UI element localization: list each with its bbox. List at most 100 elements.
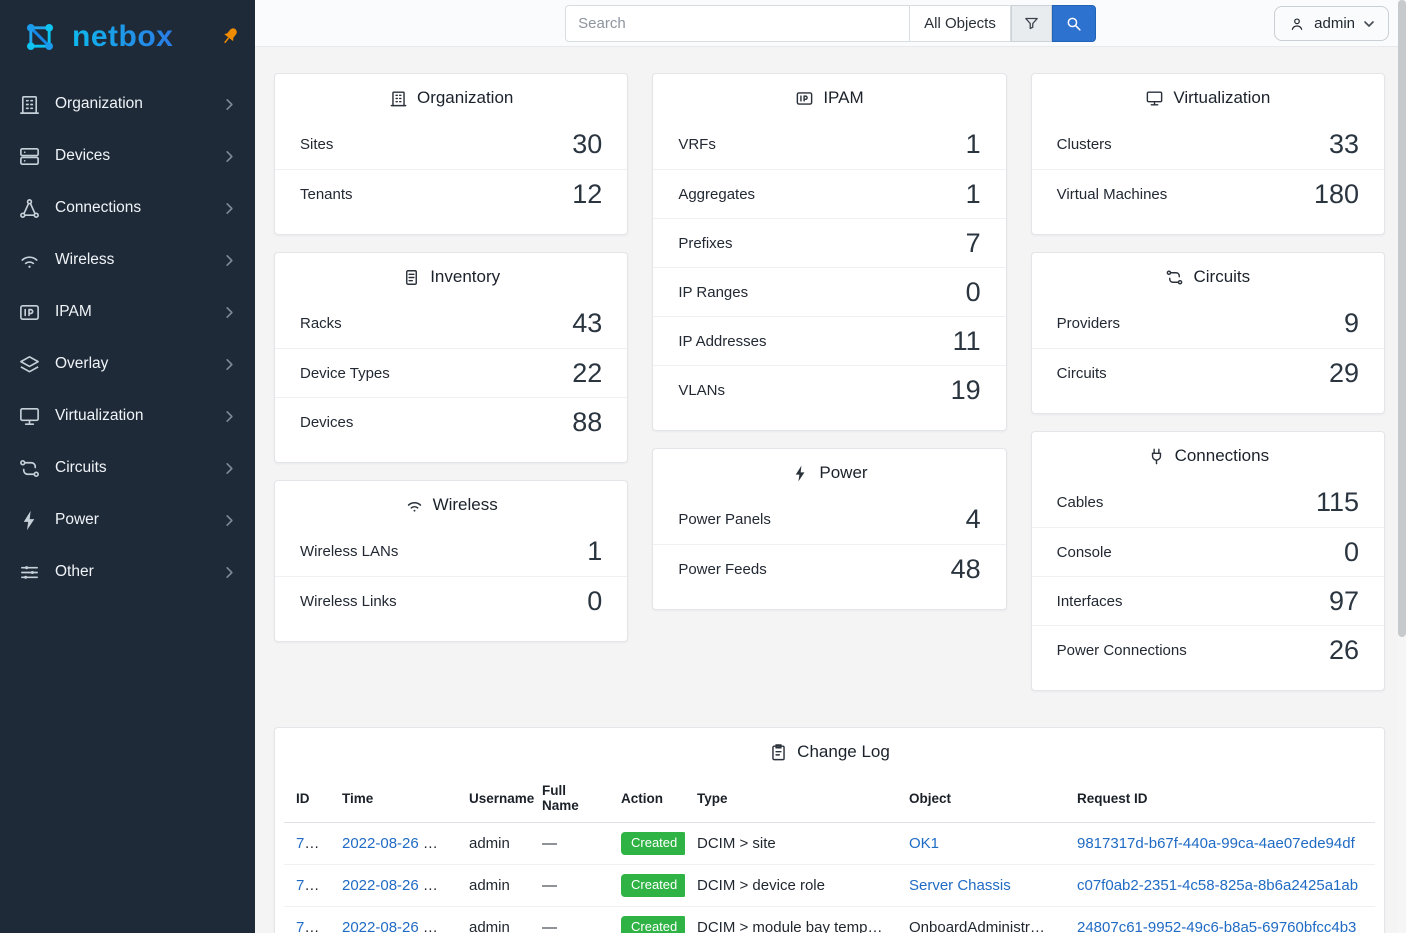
sidebar-item-other[interactable]: Other [0,546,255,598]
sidebar-item-circuits[interactable]: Circuits [0,442,255,494]
stat-value[interactable]: 30 [572,129,603,159]
stats-list: Sites 30 Tenants 12 [275,120,628,218]
chevron-right-icon [222,461,237,476]
stat-row[interactable]: Aggregates 1 [653,169,1006,218]
changelog-object-link[interactable]: OnboardAdministrator-2 [909,918,1065,933]
netbox-logo[interactable]: netbox [0,0,255,72]
stat-row[interactable]: VRFs 1 [653,120,1005,169]
sidebar-item-connections[interactable]: Connections [0,182,255,234]
stat-label: VRFs [678,136,716,153]
sidebar-item-organization[interactable]: Organization [0,78,255,130]
stat-row[interactable]: Power Feeds 48 [653,544,1006,593]
stat-row[interactable]: Power Connections 26 [1031,625,1384,674]
stat-row[interactable]: Tenants 12 [275,169,628,218]
chevron-down-icon [1364,20,1374,27]
stat-row[interactable]: Devices 88 [275,397,628,446]
stat-value[interactable]: 26 [1328,634,1359,665]
sidebar-item-overlay[interactable]: Overlay [0,338,255,390]
stat-value[interactable]: 97 [1328,585,1359,616]
person-icon [1289,16,1305,32]
changelog-time-link[interactable]: 2022-08-26 14:17 [342,876,457,894]
action-badge: Created [621,873,685,897]
sidebar-item-power[interactable]: Power [0,494,255,546]
changelog-object-link[interactable]: OK1 [909,834,940,852]
stat-label: Interfaces [1056,592,1123,610]
changelog-id-link[interactable]: 755 [296,834,322,852]
stat-value[interactable]: 0 [965,276,981,307]
search-input[interactable] [565,4,911,42]
sidebar-item-label: Organization [55,95,143,112]
search-submit-button[interactable] [1051,4,1096,42]
stat-row[interactable]: Power Panels 4 [653,495,1005,544]
stat-value[interactable]: 1 [965,178,981,209]
changelog-time-link[interactable]: 2022-08-26 14:15 [342,918,457,933]
sidebar-item-label: Connections [55,199,142,216]
stat-value[interactable]: 0 [587,585,603,616]
stat-value[interactable]: 0 [1343,536,1359,567]
changelog-object-link[interactable]: Server Chassis [909,876,1011,894]
stat-value[interactable]: 4 [965,504,981,534]
stat-row[interactable]: Device Types 22 [275,348,628,397]
stat-value[interactable]: 22 [572,357,603,388]
stat-value[interactable]: 115 [1315,487,1359,517]
stat-value[interactable]: 48 [950,553,981,584]
transit-icon [1165,268,1184,287]
transit-icon [18,457,41,480]
stat-value[interactable]: 180 [1313,178,1359,209]
stat-row[interactable]: Circuits 29 [1031,348,1384,397]
scrollbar[interactable] [1398,0,1406,933]
stats-list: Providers 9 Circuits 29 [1031,299,1384,397]
stat-row[interactable]: Virtual Machines 180 [1031,169,1384,218]
sidebar-item-virtualization[interactable]: Virtualization [0,390,255,442]
stat-row[interactable]: Console 0 [1031,527,1384,576]
stat-row[interactable]: IP Addresses 11 [653,316,1006,365]
sidebar-item-label: Power [55,511,99,528]
stat-value[interactable]: 9 [1343,308,1359,338]
changelog-request-id-link[interactable]: c07f0ab2-2351-4c58-825a-8b6a2425a1ab [1077,876,1359,894]
pin-icon[interactable] [220,26,240,46]
changelog-id-link[interactable]: 753 [296,918,322,933]
changelog-request-id-link[interactable]: 24807c61-9952-49c6-b8a5-69760bfcc4b3 [1077,918,1357,933]
stat-row[interactable]: Providers 9 [1032,299,1384,348]
stat-value[interactable]: 19 [950,374,981,405]
table-header-row: ID Time Username Full Name Action Type Object R… [284,774,1375,823]
stat-row[interactable]: Wireless Links 0 [275,576,628,625]
stat-value[interactable]: 12 [572,178,603,209]
changelog-request-id-link[interactable]: 9817317d-b67f-440a-99ca-4ae07ede94df [1077,834,1355,852]
stat-row[interactable]: Sites 30 [275,120,627,169]
changelog-username: admin [457,822,530,865]
stat-row[interactable]: VLANs 19 [653,365,1006,414]
user-menu-button[interactable]: admin [1274,6,1389,41]
chevron-right-icon [222,305,237,320]
stat-row[interactable]: IP Ranges 0 [653,267,1006,316]
stat-value[interactable]: 1 [965,129,981,159]
stat-value[interactable]: 33 [1328,129,1359,159]
stat-row[interactable]: Prefixes 7 [653,218,1006,267]
stat-row[interactable]: Wireless LANs 1 [275,527,627,576]
sidebar-item-ipam[interactable]: IPAM [0,286,255,338]
ipam-icon [795,89,814,108]
card-title: Wireless [432,495,498,514]
stat-value[interactable]: 11 [952,325,981,356]
card-header: Connections [1032,432,1384,478]
stat-value[interactable]: 1 [587,536,603,566]
filter-button[interactable] [1010,4,1052,42]
stat-value[interactable]: 29 [1328,357,1359,388]
stat-value[interactable]: 88 [572,406,603,437]
virtualization-card: Virtualization Clusters 33 Virtual Machi… [1030,73,1385,235]
search-scope-select[interactable]: All Objects [910,4,1011,42]
action-badge: Created [621,915,685,933]
stat-row[interactable]: Interfaces 97 [1031,576,1384,625]
stat-row[interactable]: Clusters 33 [1032,120,1384,169]
changelog-id-link[interactable]: 754 [296,876,322,894]
clipboard-list-icon [402,268,421,287]
sidebar-item-devices[interactable]: Devices [0,130,255,182]
stat-row[interactable]: Racks 43 [275,299,627,348]
sidebar-item-label: Overlay [55,355,109,372]
scrollbar-thumb[interactable] [1398,0,1406,637]
changelog-time-link[interactable]: 2022-08-26 14:22 [342,834,457,852]
stat-row[interactable]: Cables 115 [1032,478,1384,527]
stat-value[interactable]: 43 [572,308,603,338]
stat-value[interactable]: 7 [965,227,981,258]
sidebar-item-wireless[interactable]: Wireless [0,234,255,286]
